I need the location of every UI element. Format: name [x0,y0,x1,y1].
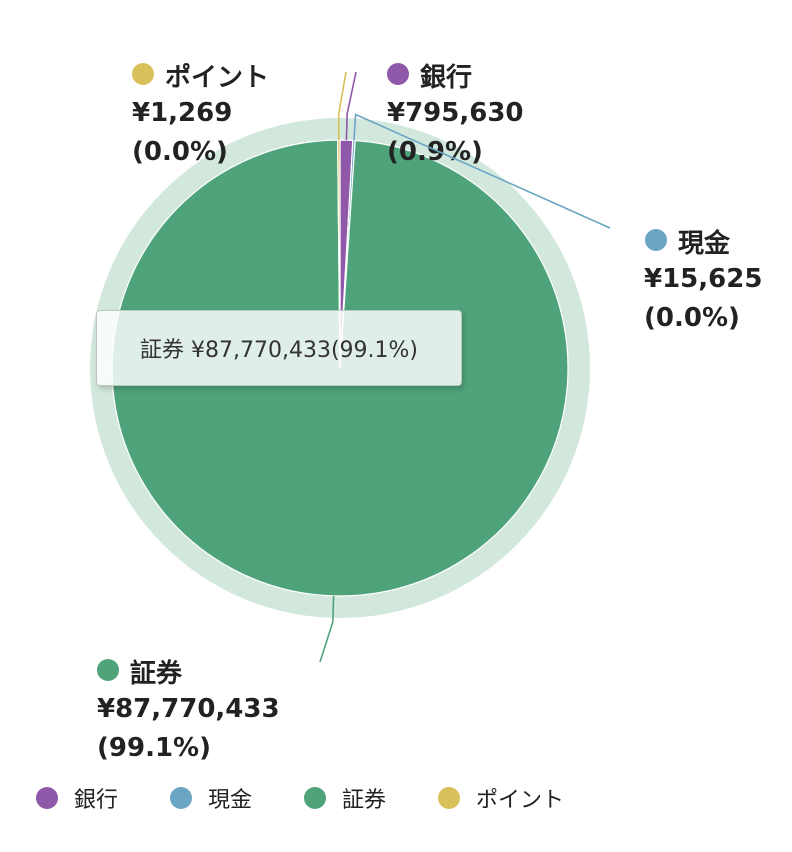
legend-label-bank: 銀行 [74,788,119,813]
legend-item-cash[interactable]: 現金 [170,782,252,814]
data-label-name-cash: 現金 [678,228,731,259]
label-dot-bank [387,63,409,85]
data-label-percent-cash: (0.0%) [644,303,740,333]
label-dot-cash [645,229,667,251]
legend-swatch-sec [304,787,327,809]
data-label-value-cash: ¥15,625 [644,264,762,294]
data-label-name-points: ポイント [165,62,269,93]
leader-line-sec [319,595,335,663]
legend-label-cash: 現金 [208,788,253,813]
leader-line-cash [353,113,611,229]
legend-item-points[interactable]: ポイント [438,782,564,814]
data-label-percent-sec: (99.1%) [97,733,211,763]
legend-swatch-bank [36,787,58,809]
tooltip-text: 証券 ¥87,770,433(99.1%) [139,338,418,363]
leader-line-points [337,71,347,141]
data-label-value-bank: ¥795,630 [387,98,524,128]
legend-label-points: ポイント [476,788,565,813]
legend-swatch-points [438,787,461,809]
data-label-value-points: ¥1,269 [132,98,232,128]
data-label-percent-bank: (0.9%) [387,137,483,167]
legend-item-bank[interactable]: 銀行 [36,782,118,814]
data-label-value-sec: ¥87,770,433 [97,694,280,724]
chart-legend: 銀行 現金 証券 ポイント [36,782,616,814]
legend-label-sec: 証券 [342,788,387,813]
legend-item-sec[interactable]: 証券 [304,782,386,814]
data-label-name-bank: 銀行 [420,62,472,93]
chart-tooltip: 証券 ¥87,770,433(99.1%) [96,310,462,386]
label-dot-sec [97,659,119,681]
legend-swatch-cash [170,787,193,809]
leader-line-bank [345,71,357,141]
data-label-name-sec: 証券 [130,658,183,689]
label-dot-points [132,63,154,85]
data-label-percent-points: (0.0%) [132,137,228,167]
